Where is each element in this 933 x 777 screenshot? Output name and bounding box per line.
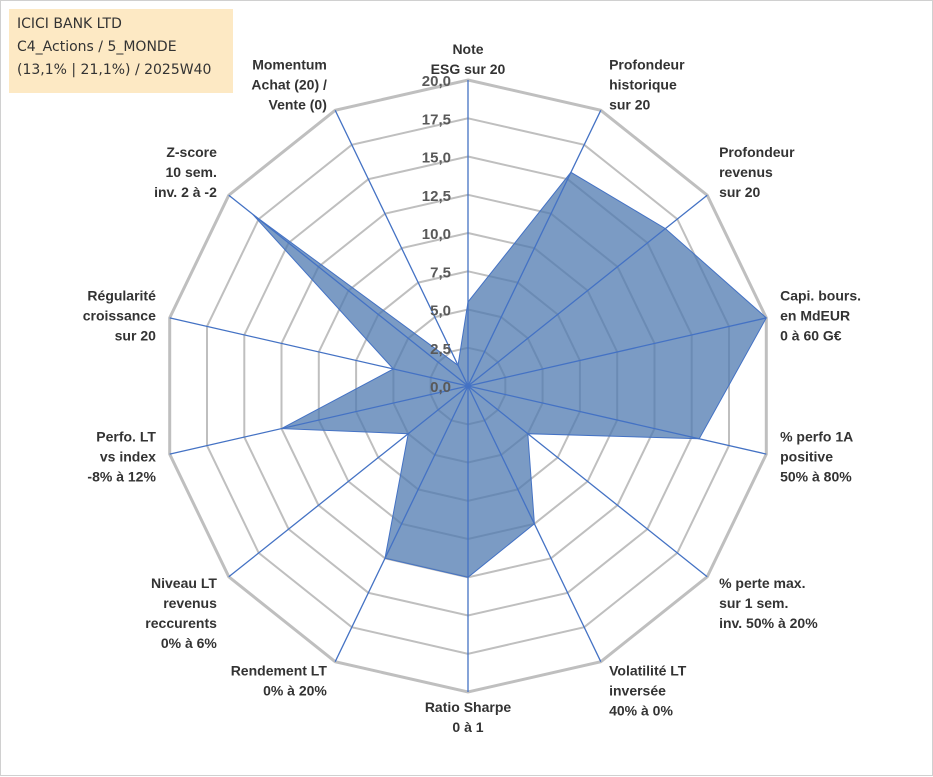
axis-label-line: 10 sem. [166,164,217,180]
series-layer [252,171,767,578]
tick-label: 20,0 [422,73,451,90]
tick-label: 17,5 [422,111,451,128]
axis-label-line: Profondeur [609,56,685,72]
axis-label-line: Note [452,41,483,57]
label-layer: Note ESG sur 20 Profondeur historique sur 20… [83,41,861,735]
axis-label-line: inv. 2 à -2 [154,184,217,200]
axis-label-line: sur 20 [719,184,760,200]
axis-label-line: en MdEUR [780,308,850,324]
info-title: ICICI BANK LTD [17,16,122,32]
axis-label-6: % perte max. sur 1 sem. inv. 50% à 20% [719,575,818,631]
tick-label: 7,5 [430,264,451,281]
axis-spoke-14 [334,110,469,387]
tick-label: 5,0 [430,303,451,320]
axis-label-line: reccurents [145,615,217,631]
axis-label-line: Achat (20) / [251,76,327,92]
axis-label-line: Rendement LT [231,663,328,679]
axis-spoke-2 [467,110,602,387]
axis-label-line: 40% à 0% [609,703,673,719]
axis-label-line: vs index [100,448,156,464]
axis-label-line: 50% à 80% [780,468,852,484]
tick-label: 10,0 [422,226,451,243]
axis-label-7: Volatilité LT inversée 40% à 0% [609,663,687,719]
axis-label-line: positive [780,448,833,464]
series-area [252,171,767,578]
axis-label-line: Perfo. LT [96,428,156,444]
axis-label-line: 0 à 1 [452,719,483,735]
axis-spoke-9 [334,385,469,662]
axis-label-5: % perfo 1A positive 50% à 80% [780,428,853,484]
axis-label-13: Z-score 10 sem. inv. 2 à -2 [154,144,217,200]
axis-label-3: Profondeur revenus sur 20 [719,144,795,200]
info-category: C4_Actions / 5_MONDE [17,39,177,55]
axis-label-line: historique [609,76,677,92]
axis-label-line: sur 1 sem. [719,595,788,611]
axis-label-line: 0% à 20% [263,683,327,699]
tick-label: 15,0 [422,150,451,167]
axis-label-line: inversée [609,683,666,699]
axis-label-line: -8% à 12% [87,468,156,484]
axis-label-line: Capi. bours. [780,288,861,304]
axis-spoke-12 [169,317,469,387]
axis-label-line: revenus [719,164,773,180]
axis-spoke-3 [467,194,708,387]
axis-label-line: croissance [83,308,156,324]
axis-label-line: Vente (0) [269,96,327,112]
tick-layer: 0,0 2,5 5,0 7,5 10,0 12,5 15,0 17,5 20,0 [422,73,451,396]
info-stats: (13,1% | 21,1%) / 2025W40 [17,62,212,78]
axis-label-10: Niveau LT revenus reccurents 0% à 6% [145,575,217,651]
axis-label-1: Note ESG sur 20 [431,41,506,77]
axis-label-14: Momentum Achat (20) / Vente (0) [251,56,327,112]
axis-label-line: sur 20 [115,328,156,344]
axis-spoke-11 [169,385,469,455]
axis-label-line: Niveau LT [151,575,217,591]
axis-label-line: 0 à 60 G€ [780,328,842,344]
axis-label-line: Profondeur [719,144,795,160]
axis-label-line: inv. 50% à 20% [719,615,818,631]
axis-spoke-4 [467,317,767,387]
axis-label-line: sur 20 [609,96,650,112]
axis-label-line: Momentum [252,56,327,72]
axis-spoke-10 [228,385,469,578]
axis-label-line: Z-score [166,144,217,160]
axis-label-2: Profondeur historique sur 20 [609,56,685,112]
axis-label-11: Perfo. LT vs index -8% à 12% [87,428,156,484]
axis-label-line: % perfo 1A [780,428,853,444]
axis-label-line: Ratio Sharpe [425,699,512,715]
tick-label: 12,5 [422,188,451,205]
axis-label-12: Régularité croissance sur 20 [83,288,156,344]
axis-label-line: Régularité [87,288,156,304]
axis-spoke-13 [228,194,469,387]
axis-label-line: Volatilité LT [609,663,687,679]
axis-spoke-7 [467,385,602,662]
axis-label-line: ESG sur 20 [431,61,506,77]
tick-label: 2,5 [430,341,451,358]
axis-label-line: 0% à 6% [161,635,218,651]
axis-label-4: Capi. bours. en MdEUR 0 à 60 G€ [780,288,861,344]
info-box: ICICI BANK LTD C4_Actions / 5_MONDE (13,… [9,9,233,93]
axis-label-9: Rendement LT 0% à 20% [231,663,328,699]
axis-label-line: % perte max. [719,575,805,591]
axis-spoke-6 [467,385,708,578]
tick-label: 0,0 [430,379,451,396]
axis-label-8: Ratio Sharpe 0 à 1 [425,699,512,735]
axis-spoke-5 [467,385,767,455]
spoke-layer [169,80,767,692]
axis-label-line: revenus [163,595,217,611]
